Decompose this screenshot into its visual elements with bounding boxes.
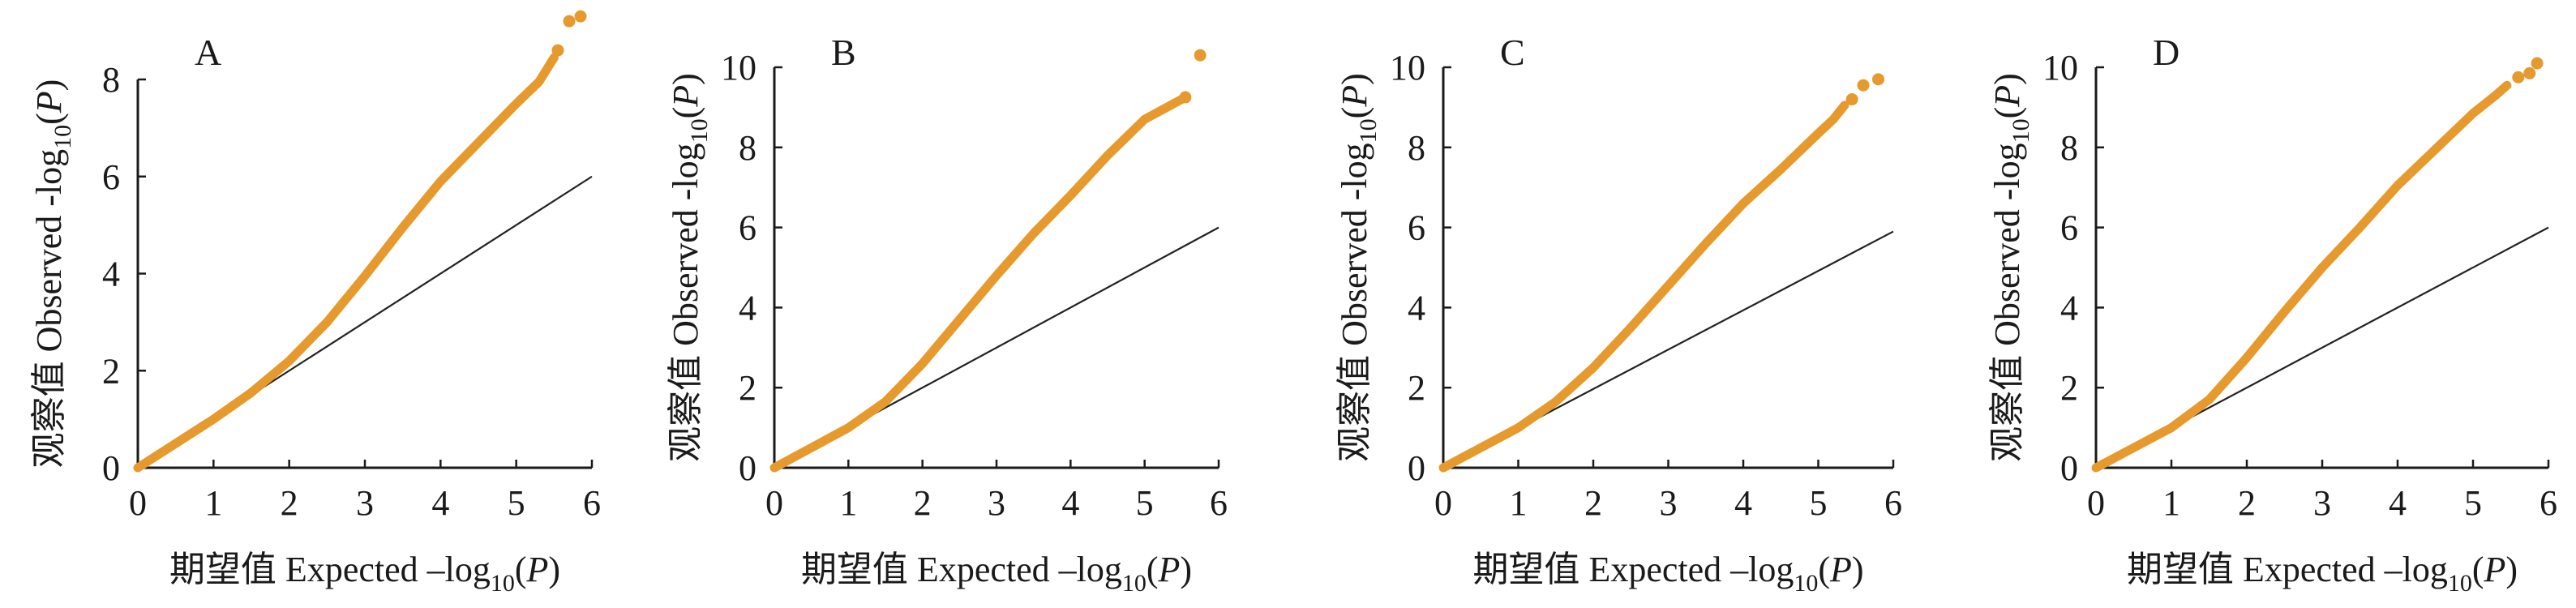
y-axis-title: 观察值 Observed -log10(P) [666, 73, 713, 462]
tail-point [1857, 79, 1870, 92]
x-tick-label: 6 [2540, 483, 2557, 523]
y-tick-label: 4 [102, 255, 120, 294]
y-axis-title: 观察值 Observed -log10(P) [29, 79, 76, 469]
panel-letter: A [195, 32, 221, 73]
x-tick-label: 1 [839, 483, 857, 523]
x-tick-label: 2 [914, 483, 932, 523]
y-tick-label: 0 [739, 448, 757, 488]
x-tick-label: 1 [204, 483, 222, 523]
x-tick-label: 2 [2238, 483, 2256, 523]
y-tick-label: 0 [1408, 448, 1425, 488]
y-axis-title: 观察值 Observed -log10(P) [1335, 73, 1382, 462]
panel-b: 0 1 2 3 4 5 6 0 2 4 6 8 10 B 期望值 Expected –log10(P) 观察值… [666, 32, 1228, 597]
tail-point [2531, 57, 2544, 70]
x-tick-label: 6 [1210, 483, 1228, 523]
x-tick-label: 1 [2162, 483, 2180, 523]
y-tick-label: 6 [2060, 208, 2078, 248]
panel-a: 0 1 2 3 4 5 6 0 2 4 6 8 A 期望值 Expected –log10(P) 观察值 O… [29, 10, 601, 597]
observed-points-band [1438, 101, 1849, 473]
panel-letter: D [2153, 32, 2180, 73]
x-tick-label: 6 [1884, 483, 1902, 523]
x-axis-title: 期望值 Expected –log10(P) [2127, 550, 2518, 597]
y-tick-label: 8 [1408, 128, 1425, 168]
panel-d: 0 1 2 3 4 5 6 0 2 4 6 8 10 D 期望值 Expected –log10(P) 观察值… [1987, 32, 2557, 597]
observed-points-band [769, 95, 1186, 473]
y-tick-label: 2 [2060, 368, 2078, 408]
tail-point [1872, 73, 1884, 86]
y-tick-label: 2 [102, 351, 120, 391]
y-tick-label: 6 [739, 208, 757, 248]
y-tick-label: 10 [2042, 48, 2078, 88]
x-tick-label: 5 [1810, 483, 1828, 523]
y-tick-label: 6 [1408, 208, 1425, 248]
x-tick-label: 1 [1510, 483, 1528, 523]
x-tick-label: 0 [129, 483, 147, 523]
x-tick-label: 3 [356, 483, 374, 523]
x-tick-label: 3 [1660, 483, 1678, 523]
x-tick-label: 4 [431, 483, 449, 523]
x-tick-label: 4 [1061, 483, 1079, 523]
y-tick-label: 8 [739, 128, 757, 168]
tail-point [574, 10, 587, 23]
x-tick-label: 3 [988, 483, 1005, 523]
y-tick-label: 2 [739, 368, 757, 408]
y-tick-label: 8 [2060, 128, 2078, 168]
x-tick-label: 6 [583, 483, 601, 523]
x-tick-label: 2 [281, 483, 298, 523]
tail-point [1845, 93, 1858, 106]
x-axis-title: 期望值 Expected –log10(P) [801, 550, 1192, 597]
y-tick-label: 10 [1390, 48, 1425, 88]
y-tick-label: 6 [102, 157, 120, 197]
x-tick-label: 5 [1136, 483, 1154, 523]
x-axis-title: 期望值 Expected –log10(P) [169, 550, 560, 597]
x-tick-label: 3 [2313, 483, 2331, 523]
panel-letter: B [831, 32, 856, 73]
y-tick-label: 10 [721, 48, 757, 88]
y-tick-label: 4 [739, 288, 757, 328]
tail-point [551, 44, 564, 57]
x-tick-label: 5 [2464, 483, 2482, 523]
observed-points-band [133, 53, 559, 473]
x-tick-label: 0 [765, 483, 783, 523]
y-tick-label: 0 [102, 448, 120, 488]
y-tick-label: 4 [1408, 288, 1425, 328]
x-tick-label: 0 [1434, 483, 1452, 523]
tail-point [2512, 71, 2525, 83]
tail-point [2523, 66, 2536, 79]
panel-letter: C [1500, 32, 1525, 73]
tail-point [1179, 91, 1192, 104]
tail-point [563, 15, 576, 28]
y-axis-title: 观察值 Observed -log10(P) [1987, 73, 2034, 462]
tail-point [1194, 49, 1207, 62]
y-tick-label: 8 [102, 60, 120, 100]
y-tick-label: 2 [1408, 368, 1425, 408]
x-tick-label: 0 [2087, 483, 2105, 523]
x-tick-label: 2 [1584, 483, 1602, 523]
observed-points-band [2091, 80, 2512, 473]
x-tick-label: 4 [1734, 483, 1752, 523]
x-axis-title: 期望值 Expected –log10(P) [1472, 550, 1863, 597]
y-tick-label: 4 [2060, 288, 2078, 328]
y-tick-label: 0 [2060, 448, 2078, 488]
x-tick-label: 4 [2389, 483, 2407, 523]
panel-c: 0 1 2 3 4 5 6 0 2 4 6 8 10 C 期望值 Expected –log10(P) 观察值… [1335, 32, 1902, 597]
x-tick-label: 5 [508, 483, 525, 523]
